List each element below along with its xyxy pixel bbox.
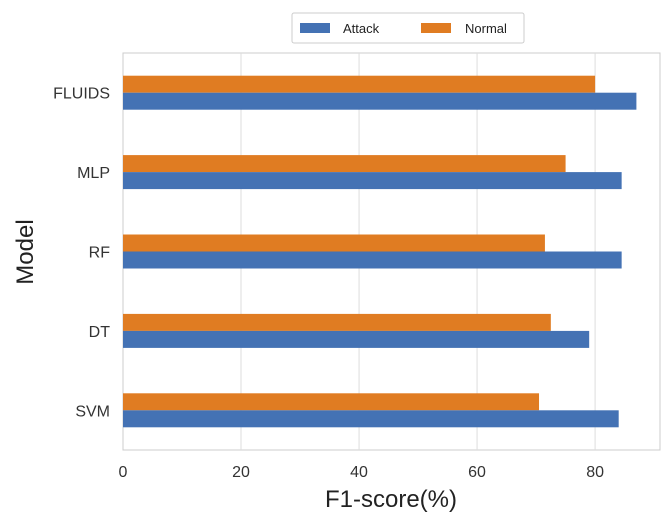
x-tick-label: 20 — [232, 464, 250, 481]
bar-attack-mlp — [123, 172, 622, 190]
x-tick-label: 80 — [586, 464, 604, 481]
x-tick-label: 40 — [350, 464, 368, 481]
bar-attack-rf — [123, 251, 622, 269]
y-tick-labels: SVM DT RF MLP FLUIDS — [53, 86, 110, 421]
y-tick-label: MLP — [77, 165, 110, 182]
legend-swatch-attack — [300, 23, 330, 33]
legend-label-normal: Normal — [465, 21, 507, 36]
bar-attack-dt — [123, 330, 590, 348]
bar-normal-dt — [123, 313, 551, 331]
legend-swatch-normal — [421, 23, 451, 33]
bar-normal-fluids — [123, 75, 596, 93]
legend-frame — [291, 12, 525, 44]
bar-normal-rf — [123, 234, 545, 252]
x-axis-title: F1-score(%) — [325, 486, 457, 513]
y-tick-label: FLUIDS — [53, 86, 110, 103]
y-tick-label: DT — [89, 324, 111, 341]
x-tick-labels: 0 20 40 60 80 — [119, 464, 605, 481]
y-tick-label: RF — [89, 245, 111, 262]
x-tick-label: 60 — [468, 464, 486, 481]
bar-attack-svm — [123, 410, 619, 428]
bar-attack-fluids — [123, 92, 637, 110]
x-tick-label: 0 — [119, 464, 128, 481]
legend-label-attack: Attack — [343, 21, 380, 36]
bars — [123, 75, 637, 428]
y-axis-title: Model — [12, 219, 39, 284]
bar-normal-svm — [123, 393, 540, 411]
bar-normal-mlp — [123, 155, 566, 173]
y-tick-label: SVM — [75, 403, 110, 420]
legend: Attack Normal — [291, 12, 525, 44]
